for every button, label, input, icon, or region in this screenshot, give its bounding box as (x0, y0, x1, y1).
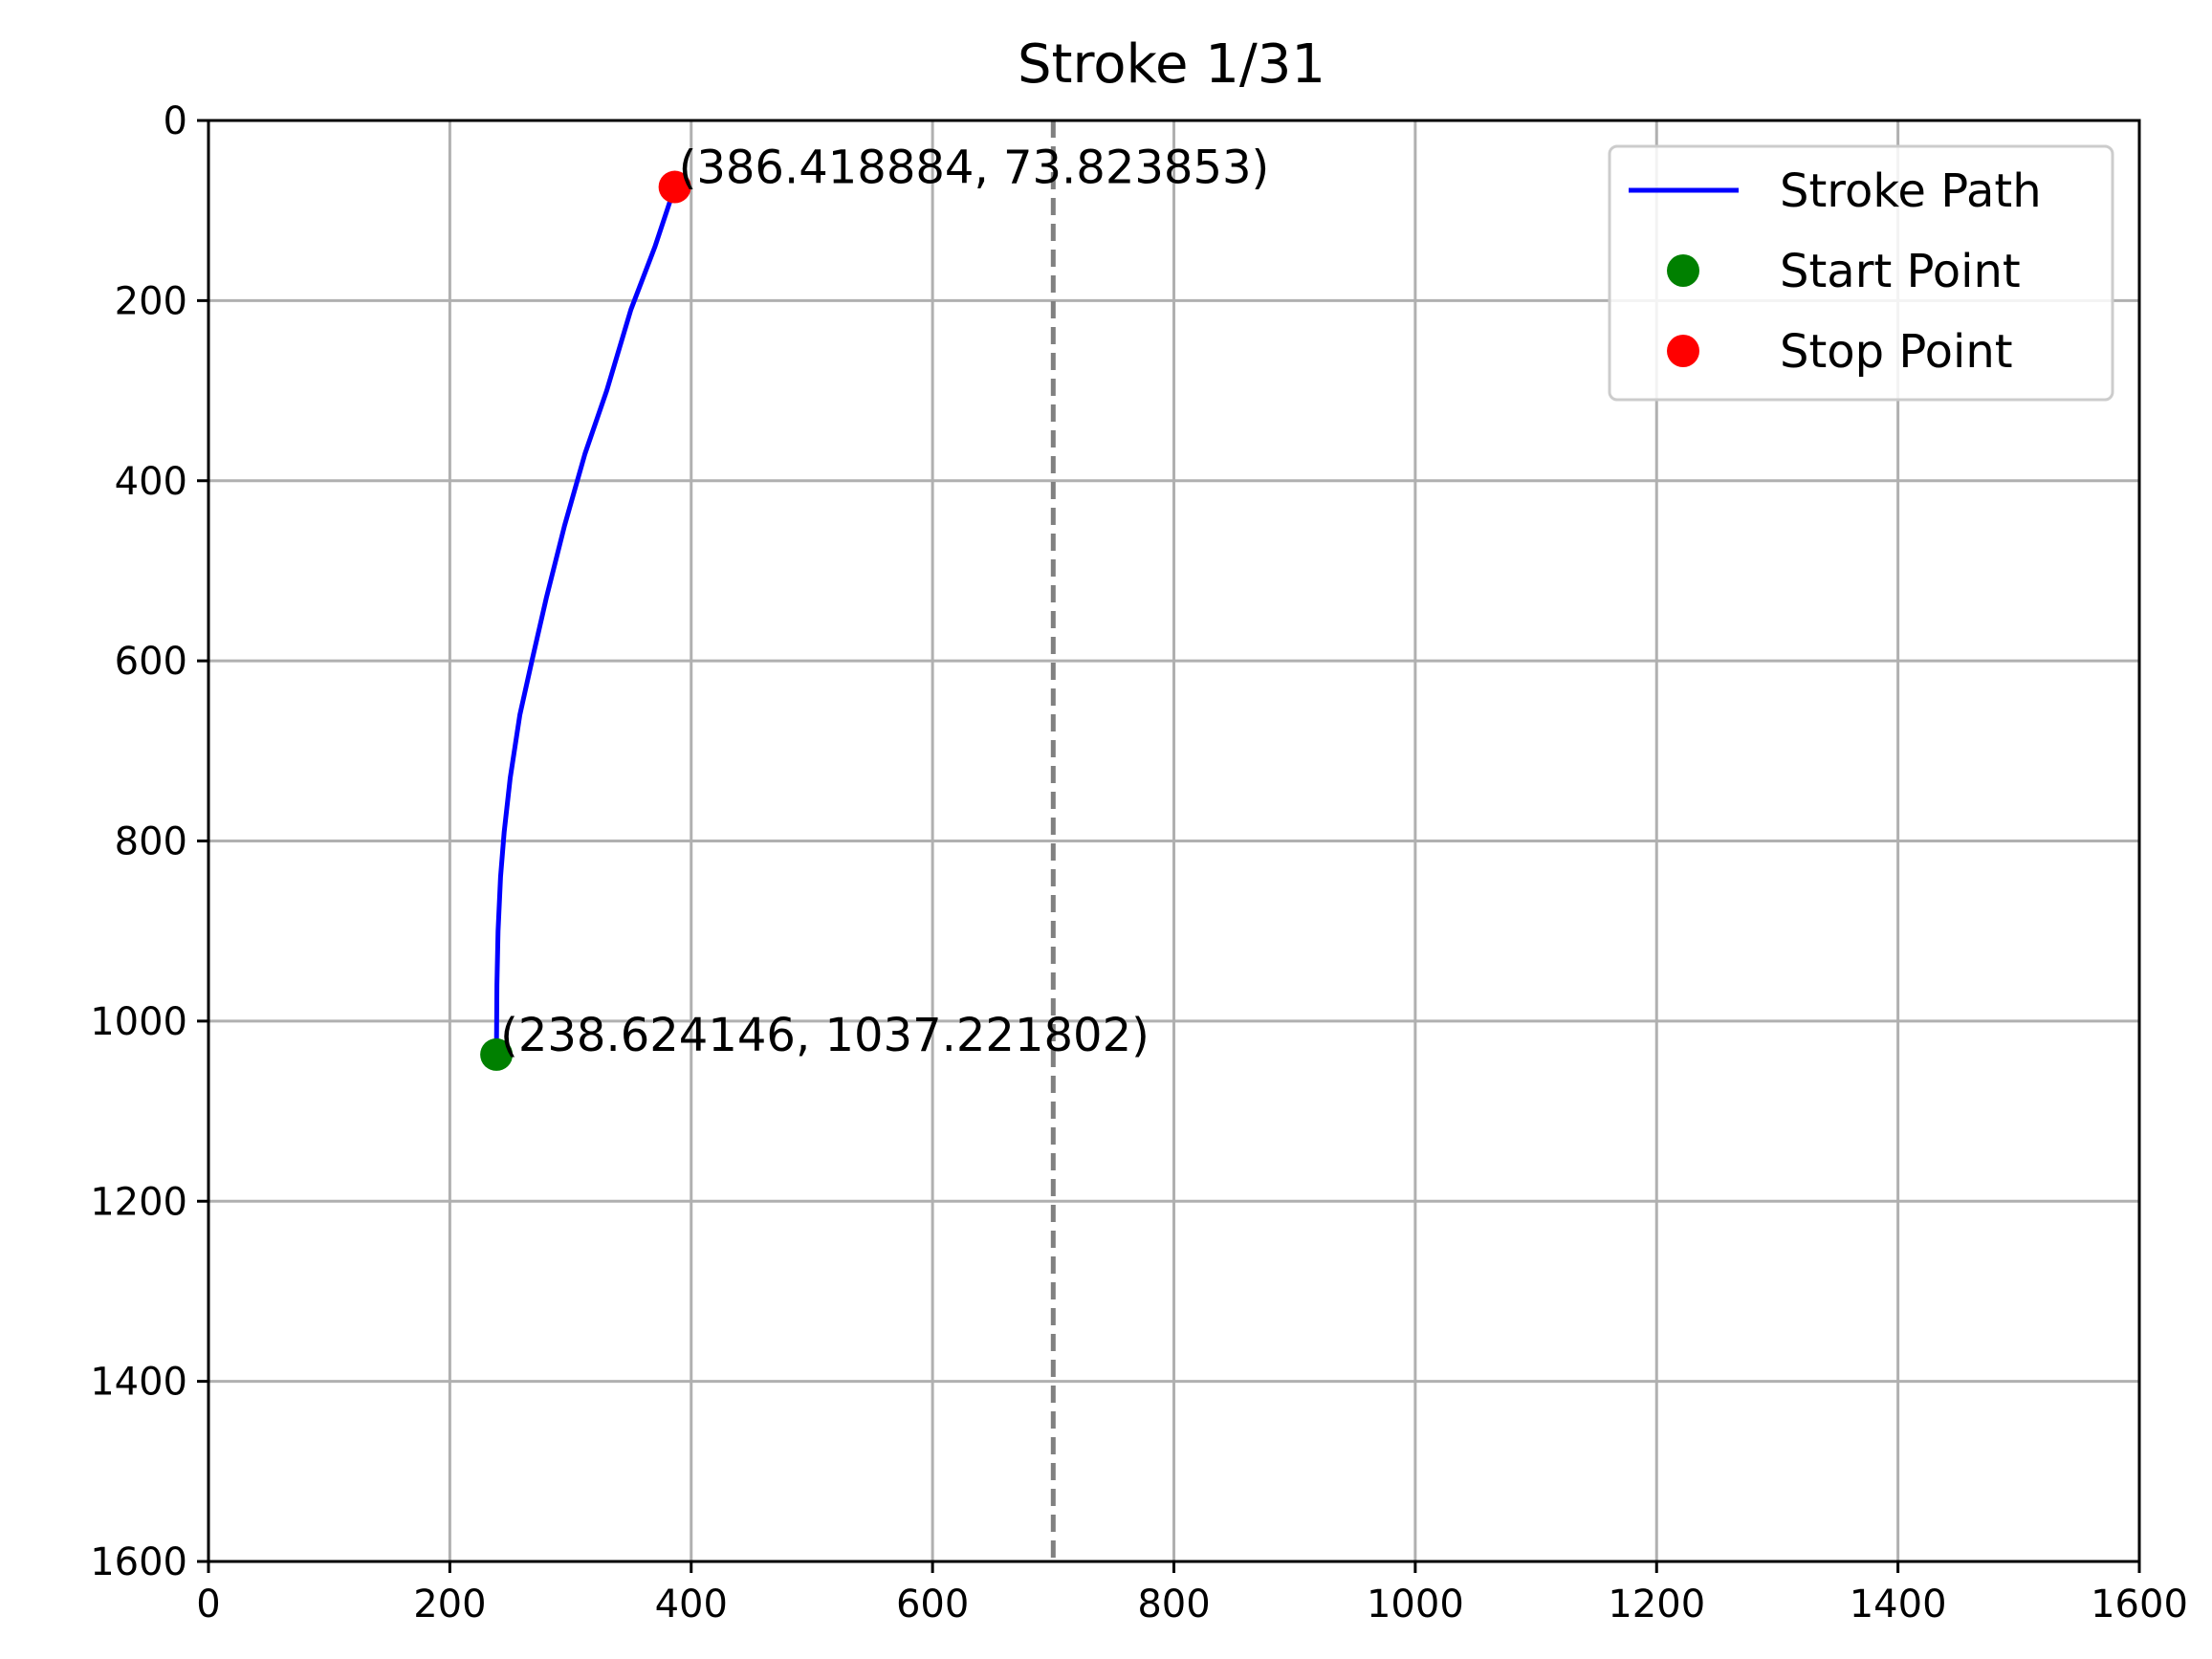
legend: Stroke Path Start Point Stop Point (1608, 144, 2114, 402)
x-tick-label: 1400 (1850, 1583, 1947, 1626)
points-layer: (238.624146, 1037.221802) (386.418884, 73… (480, 142, 1269, 1071)
x-tick-label: 200 (413, 1583, 486, 1626)
x-tick-label: 1600 (2091, 1583, 2188, 1626)
y-tick-label: 800 (115, 820, 187, 864)
y-tick-label: 1400 (90, 1361, 187, 1405)
x-tick-label: 1200 (1608, 1583, 1705, 1626)
stop-point-marker (658, 170, 691, 204)
stop-point-annotation: (386.418884, 73.823853) (679, 142, 1270, 195)
chart-title: Stroke 1/31 (1018, 33, 1325, 96)
y-tick-label: 1600 (90, 1540, 187, 1584)
y-tick-label: 600 (115, 640, 187, 684)
y-tick-label: 200 (115, 279, 187, 323)
x-tick-label: 800 (1137, 1583, 1210, 1626)
legend-swatch-start-point (1667, 254, 1699, 287)
start-point-marker (480, 1037, 514, 1071)
x-tick-label: 1000 (1367, 1583, 1464, 1626)
legend-swatch-stop-point (1667, 335, 1699, 367)
start-point-annotation: (238.624146, 1037.221802) (500, 1009, 1150, 1062)
y-tick-label: 0 (164, 99, 187, 143)
y-tick-label: 1000 (90, 1000, 187, 1044)
x-tick-label: 400 (655, 1583, 728, 1626)
x-tick-label: 0 (196, 1583, 220, 1626)
x-tick-label: 600 (896, 1583, 969, 1626)
tick-labels: 0 200 400 600 800 1000 1200 1400 160002004006008… (90, 99, 2188, 1626)
legend-label-start-point: Start Point (1780, 245, 2021, 298)
series-layer (493, 186, 677, 1055)
legend-label-stop-point: Stop Point (1780, 325, 2013, 379)
stroke-path-line (493, 186, 677, 1055)
legend-label-stroke-path: Stroke Path (1780, 164, 2042, 218)
y-tick-label: 1200 (90, 1180, 187, 1224)
legend-box (1608, 144, 2114, 402)
y-tick-label: 400 (115, 460, 187, 504)
